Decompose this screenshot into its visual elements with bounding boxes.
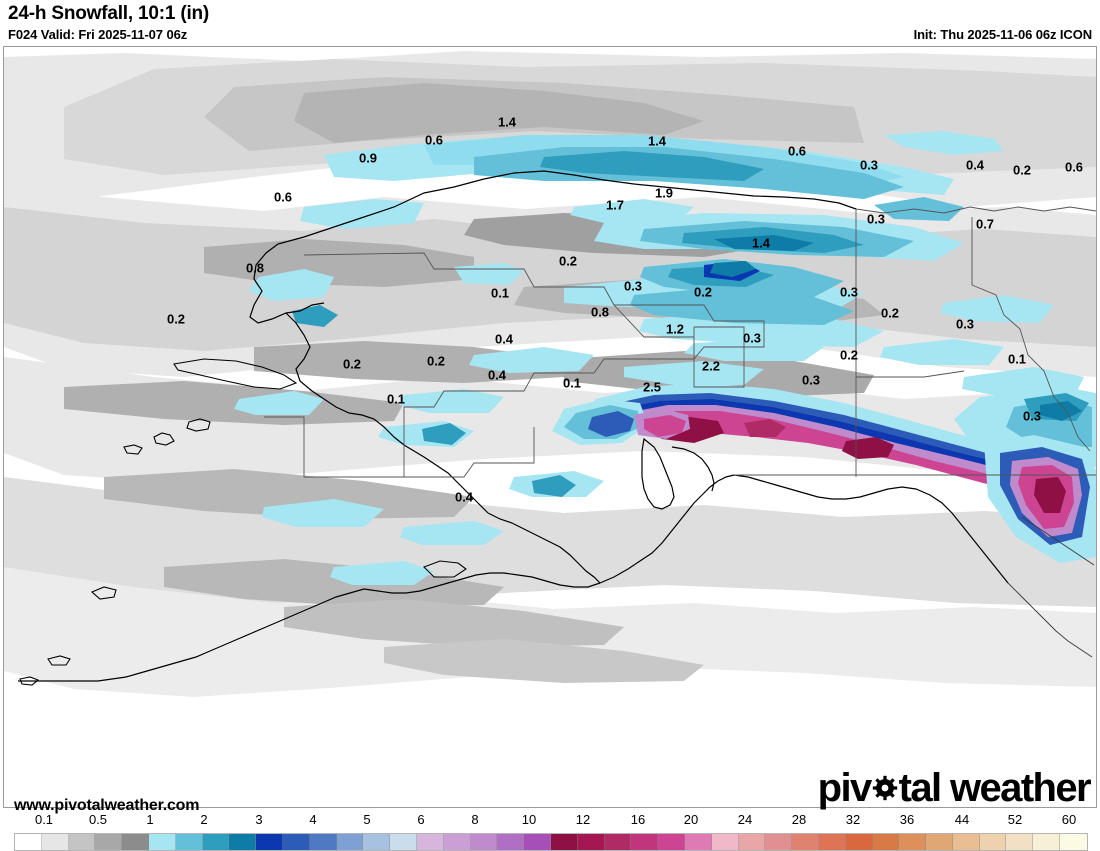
brand-text-part1: piv [817, 766, 873, 810]
colorbar-tick: 0.5 [88, 812, 108, 827]
page-title: 24-h Snowfall, 10:1 (in) [8, 3, 210, 24]
political-borders-layer [264, 206, 1096, 478]
canada-border-layer [1007, 516, 1095, 658]
forecast-valid-time: F024 Valid: Fri 2025-11-07 06z [8, 27, 188, 42]
colorbar-segment[interactable] [68, 834, 96, 850]
colorbar-segment[interactable] [1060, 834, 1087, 850]
colorbar-tick: 44 [954, 812, 970, 827]
colorbar-segment[interactable] [711, 834, 739, 850]
colorbar-tick: 16 [630, 812, 646, 827]
header: 24-h Snowfall, 10:1 (in) F024 Valid: Fri… [0, 0, 1100, 46]
colorbar[interactable]: 0.1 0.5 1 2 3 4 5 6 8 10 12 16 20 24 28 32 36 44 52 60 [0, 812, 1100, 851]
colorbar-segment[interactable] [41, 834, 69, 850]
colorbar-segment[interactable] [765, 834, 793, 850]
colorbar-tick: 32 [845, 812, 861, 827]
colorbar-segment[interactable] [416, 834, 444, 850]
colorbar-tick-labels: 0.1 0.5 1 2 3 4 5 6 8 10 12 16 20 24 28 32 36 44 52 60 [0, 812, 1100, 830]
colorbar-tick: 10 [521, 812, 537, 827]
coastline-layer [18, 170, 1009, 682]
model-init-time: Init: Thu 2025-11-06 06z ICON [913, 27, 1093, 42]
colorbar-segment[interactable] [175, 834, 203, 850]
colorbar-segment[interactable] [148, 834, 176, 850]
colorbar-segment[interactable] [792, 834, 819, 850]
snowflake-gear-icon [872, 775, 898, 801]
colorbar-segment[interactable] [95, 834, 123, 850]
colorbar-segment[interactable] [952, 834, 980, 850]
map-svg [4, 51, 1096, 697]
colorbar-segment[interactable] [738, 834, 766, 850]
colorbar-tick: 60 [1061, 812, 1077, 827]
colorbar-tick: 52 [1007, 812, 1023, 827]
colorbar-tick: 24 [737, 812, 753, 827]
aleutian-islands-layer [19, 358, 467, 686]
colorbar-segment[interactable] [363, 834, 391, 850]
colorbar-tick: 36 [899, 812, 915, 827]
colorbar-segment[interactable] [1006, 834, 1034, 850]
colorbar-tick: 5 [363, 812, 371, 827]
colorbar-tick: 12 [575, 812, 591, 827]
brand-text-part2: tal weather [898, 766, 1092, 810]
colorbar-segment[interactable] [443, 834, 471, 850]
colorbar-segment[interactable] [15, 834, 42, 850]
colorbar-tick: 20 [683, 812, 699, 827]
colorbar-segment[interactable] [604, 834, 632, 850]
colorbar-tick: 2 [200, 812, 208, 827]
pivotal-weather-logo: piv tal weather [817, 766, 1092, 810]
colorbar-segment[interactable] [202, 834, 230, 850]
colorbar-segment[interactable] [872, 834, 900, 850]
snowfall-shading-blue [292, 147, 1089, 497]
colorbar-tick: 4 [309, 812, 317, 827]
colorbar-segment[interactable] [979, 834, 1007, 850]
colorbar-segment[interactable] [497, 834, 525, 850]
colorbar-segment[interactable] [818, 834, 846, 850]
colorbar-segment[interactable] [684, 834, 712, 850]
colorbar-segment[interactable] [256, 834, 283, 850]
colorbar-segment[interactable] [309, 834, 337, 850]
colorbar-segment[interactable] [229, 834, 257, 850]
colorbar-tick: 8 [471, 812, 479, 827]
map-canvas[interactable]: 0.9 0.6 1.4 1.4 0.6 0.3 0.4 0.2 0.6 0.6 1.7 1.9 0.3 0… [3, 46, 1097, 808]
snowfall-shading-panhandle [984, 435, 1096, 563]
colorbar-segment[interactable] [470, 834, 498, 850]
colorbar-segment[interactable] [1033, 834, 1061, 850]
colorbar-tick: 3 [255, 812, 263, 827]
colorbar-segment[interactable] [282, 834, 310, 850]
colorbar-tick: 1 [146, 812, 154, 827]
colorbar-segment[interactable] [658, 834, 685, 850]
colorbar-segment[interactable] [122, 834, 149, 850]
colorbar-segment[interactable] [390, 834, 417, 850]
colorbar-tick: 28 [791, 812, 807, 827]
colorbar-tick: 6 [417, 812, 425, 827]
colorbar-segment[interactable] [631, 834, 659, 850]
colorbar-segment[interactable] [524, 834, 551, 850]
site-watermark: www.pivotalweather.com [14, 797, 200, 814]
colorbar-segment[interactable] [577, 834, 605, 850]
colorbar-segment[interactable] [926, 834, 953, 850]
colorbar-segment[interactable] [845, 834, 873, 850]
colorbar-segment[interactable] [899, 834, 927, 850]
colorbar-gradient[interactable] [14, 833, 1088, 851]
colorbar-segment[interactable] [550, 834, 578, 850]
colorbar-segment[interactable] [336, 834, 364, 850]
colorbar-tick: 0.1 [34, 812, 54, 827]
